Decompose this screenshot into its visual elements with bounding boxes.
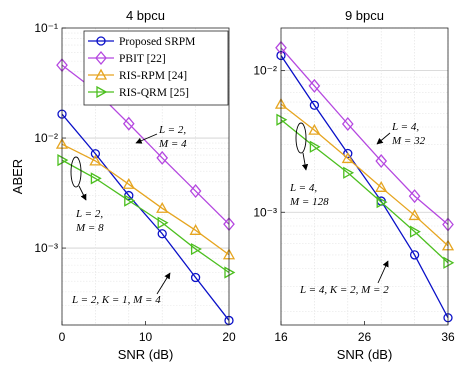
data-point [89, 154, 102, 166]
x-tick-label: 16 [274, 330, 288, 344]
annotation-label: L = 4, [391, 121, 419, 133]
y-axis-label: ABER [10, 159, 25, 194]
data-point [157, 229, 167, 239]
x-axis-label: SNR (dB) [118, 347, 174, 362]
series-line [280, 103, 449, 247]
legend-entry: RIS-RPM [24] [88, 68, 187, 82]
series-line [280, 119, 449, 264]
data-point [190, 242, 202, 256]
data-point [375, 154, 388, 169]
legend-label: Proposed SRPM [119, 36, 195, 48]
data-point [408, 209, 421, 221]
legend-marker [94, 68, 108, 80]
data-point [156, 150, 169, 165]
annotation-arrow [156, 272, 171, 295]
data-point [376, 195, 388, 209]
annotation-ellipse [70, 156, 82, 188]
data-point [343, 166, 355, 179]
data-point [409, 225, 421, 238]
chart-title: 4 bpcu [126, 8, 165, 23]
y-tick-label: 10⁻² [253, 64, 277, 78]
chart-title: 9 bpcu [345, 8, 384, 23]
data-point [409, 250, 420, 260]
x-tick-label: 20 [222, 330, 236, 344]
annotation-ellipse [295, 122, 307, 154]
data-point [224, 266, 236, 279]
series-ris-qrm-25 [276, 113, 455, 269]
annotation-label: M = 8 [75, 222, 104, 234]
series-ris-qrm-25 [57, 154, 236, 279]
legend-entry: PBIT [22] [88, 50, 166, 66]
legend-marker [96, 36, 106, 46]
legend-label: PBIT [22] [119, 53, 166, 65]
annotation-label: L = 4, K = 2, M = 2 [299, 284, 389, 296]
data-point [276, 113, 288, 126]
x-tick-label: 0 [59, 330, 66, 344]
series-line [280, 55, 449, 319]
annotation-label: M = 128 [289, 196, 329, 208]
x-tick-label: 36 [441, 330, 455, 344]
data-point [309, 140, 321, 153]
data-point [375, 180, 388, 192]
data-point [156, 201, 169, 213]
y-tick-label: 10⁻² [34, 131, 58, 145]
data-point [309, 100, 320, 110]
data-point [122, 177, 135, 189]
data-point [408, 189, 421, 204]
annotations: L = 2, M = 4 L = 2, M = 8 L = 2, K = 1, M = … [70, 124, 187, 306]
x-tick-label: 10 [139, 330, 153, 344]
data-point [341, 116, 354, 132]
annotation-label: L = 2, [75, 208, 103, 220]
legend-label: RIS-RPM [24] [119, 70, 187, 82]
annotation-label: M = 32 [391, 135, 426, 147]
annotations: L = 4, M = 32 L = 4, M = 128 L = 4, K = 2, M… [289, 121, 426, 296]
data-point [443, 256, 455, 269]
y-tick-label: 10⁻³ [253, 205, 277, 219]
data-point [90, 149, 101, 159]
legend-label: RIS-QRM [25] [119, 87, 189, 99]
data-point [124, 194, 136, 207]
annotation-arrow [78, 185, 87, 201]
annotation-label: L = 4, [289, 182, 317, 194]
legend-marker [95, 50, 107, 66]
y-tick-label: 10⁻³ [34, 241, 58, 255]
annotation-arrow [301, 152, 309, 171]
annotation-label: L = 2, K = 1, M = 4 [71, 294, 161, 306]
legend-marker [96, 85, 108, 99]
data-point [308, 123, 321, 135]
data-point [341, 152, 354, 164]
data-point [90, 172, 102, 185]
legend-entry: RIS-QRM [25] [88, 85, 189, 99]
series-line [61, 113, 230, 321]
series-line [280, 47, 449, 225]
legend: Proposed SRPM PBIT [22] RIS-RPM [24] RIS-QR… [83, 30, 229, 106]
y-tick-label: 10⁻¹ [34, 21, 58, 35]
chart-panel-2: 16 26 36 10⁻³ 10⁻² 9 bpcu SNR (dB) L = 4, M = 32… [253, 8, 455, 362]
data-point [122, 116, 135, 131]
data-point [190, 272, 201, 283]
annotation-label: M = 4 [158, 138, 187, 150]
x-tick-label: 26 [358, 330, 372, 344]
series-line [61, 159, 230, 274]
annotation-arrow [376, 132, 391, 145]
x-axis-label: SNR (dB) [337, 347, 393, 362]
legend-entry: Proposed SRPM [88, 36, 195, 48]
annotation-arrow [135, 133, 158, 144]
data-point [308, 78, 321, 93]
annotation-label: L = 2, [158, 124, 186, 136]
data-point [57, 154, 69, 167]
chart-panel-1: 0 10 20 10⁻³ 10⁻² 10⁻¹ 4 bpcu SNR (dB) ABER L = 2… [10, 8, 236, 362]
data-point [157, 216, 169, 229]
legend-box [83, 30, 229, 106]
data-point [343, 148, 353, 159]
data-point [189, 184, 202, 199]
data-point [189, 223, 202, 235]
annotation-arrow [377, 260, 389, 284]
